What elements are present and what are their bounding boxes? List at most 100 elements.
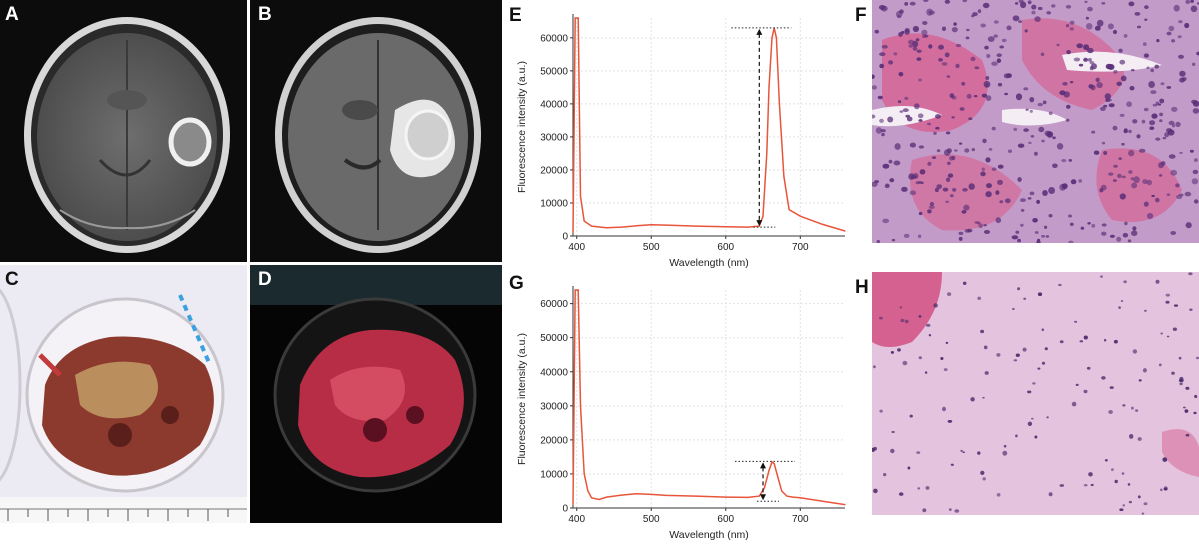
cell-nucleus [1175, 121, 1181, 127]
spectrum-point [778, 103, 781, 105]
cell-nucleus [900, 318, 905, 323]
cell-nucleus [962, 451, 965, 453]
cell-nucleus [918, 181, 922, 184]
y-axis-label: Fluorescence intensity (a.u.) [516, 61, 528, 193]
cell-nucleus [904, 2, 909, 6]
cell-nucleus [1105, 98, 1110, 103]
y-tick-label: 40000 [540, 99, 568, 110]
cell-nucleus [980, 23, 986, 28]
cell-nucleus [1025, 108, 1029, 111]
spectrum-point [574, 289, 576, 291]
cell-nucleus [1052, 136, 1056, 140]
cell-nucleus [1112, 29, 1118, 35]
cell-nucleus [968, 117, 973, 120]
cell-nucleus [1090, 84, 1096, 91]
cell-nucleus [1096, 82, 1103, 89]
cell-nucleus [904, 96, 909, 100]
cell-nucleus [901, 186, 908, 192]
x-tick-label: 400 [568, 514, 585, 525]
cell-nucleus [923, 0, 929, 2]
cell-nucleus [1037, 292, 1043, 296]
cell-nucleus [954, 149, 958, 152]
cell-nucleus [1104, 93, 1111, 100]
spectrum-point [635, 493, 637, 495]
cell-nucleus [1037, 102, 1044, 107]
cell-nucleus [1127, 239, 1132, 243]
cell-nucleus [1151, 194, 1155, 198]
cell-nucleus [1084, 0, 1088, 3]
cell-nucleus [1031, 4, 1037, 10]
cell-nucleus [899, 306, 903, 309]
spectrum-point [725, 226, 727, 228]
cell-nucleus [1119, 59, 1126, 65]
cell-nucleus [901, 30, 905, 35]
cell-nucleus [1034, 435, 1038, 439]
cell-nucleus [982, 477, 986, 481]
cell-nucleus [1109, 234, 1115, 238]
cell-nucleus [1144, 18, 1148, 21]
cell-nucleus [1032, 218, 1038, 223]
panel-f-histology-tumor: F [872, 0, 1199, 243]
cell-nucleus [1051, 4, 1056, 8]
cell-nucleus [893, 52, 898, 56]
cell-nucleus [954, 509, 960, 513]
cell-nucleus [962, 281, 967, 285]
cell-nucleus [1152, 103, 1158, 107]
cell-nucleus [891, 430, 895, 434]
cell-nucleus [1160, 332, 1163, 335]
cell-nucleus [1096, 19, 1104, 27]
y-tick-label: 30000 [540, 132, 568, 143]
cell-nucleus [888, 60, 894, 65]
cell-nucleus [1101, 2, 1106, 5]
spectrum-point [605, 496, 608, 498]
cell-nucleus [1135, 409, 1139, 412]
spectrum-point [583, 473, 585, 475]
cell-nucleus [1042, 190, 1048, 196]
specimen-white-light-icon [0, 288, 247, 523]
cell-nucleus [1143, 107, 1149, 112]
cell-nucleus [1192, 62, 1196, 66]
cell-nucleus [1149, 120, 1156, 126]
cell-nucleus [986, 183, 992, 189]
cell-nucleus [1023, 128, 1029, 132]
he-brain-icon [872, 272, 1199, 515]
cell-nucleus [1075, 383, 1079, 386]
spectrum-point [598, 498, 600, 501]
cell-nucleus [902, 108, 909, 113]
cell-nucleus [983, 345, 988, 350]
cell-nucleus [893, 160, 901, 166]
cell-nucleus [1068, 214, 1072, 218]
y-tick-label: 20000 [540, 435, 568, 446]
cell-nucleus [1037, 367, 1041, 370]
cell-nucleus [1166, 31, 1172, 36]
cell-nucleus [1083, 484, 1088, 487]
annotation-arrowhead-down [756, 220, 763, 227]
panel-label-h: H [855, 277, 869, 298]
cell-nucleus [888, 159, 893, 164]
spectrum-point [577, 289, 579, 291]
cell-nucleus [1086, 366, 1091, 370]
cell-nucleus [897, 348, 901, 352]
cell-nucleus [894, 143, 901, 150]
cell-nucleus [880, 129, 886, 133]
cell-nucleus [1178, 20, 1183, 24]
cell-nucleus [999, 45, 1004, 49]
cell-nucleus [1093, 150, 1100, 155]
spectrum-point [576, 17, 578, 19]
cell-nucleus [1087, 222, 1091, 225]
y-tick-label: 20000 [540, 165, 568, 176]
cell-nucleus [1133, 176, 1140, 184]
spectrum-point [758, 495, 760, 497]
cell-nucleus [1179, 70, 1186, 77]
cell-nucleus [1089, 61, 1095, 65]
cell-nucleus [1017, 238, 1021, 243]
cell-nucleus [1109, 386, 1114, 389]
cell-nucleus [1041, 361, 1046, 365]
cell-nucleus [1041, 139, 1045, 143]
cell-nucleus [1078, 179, 1083, 183]
cell-nucleus [1129, 434, 1134, 439]
cell-nucleus [879, 409, 883, 413]
cell-nucleus [947, 161, 951, 165]
cell-nucleus [1179, 151, 1183, 154]
cell-nucleus [1128, 149, 1135, 157]
